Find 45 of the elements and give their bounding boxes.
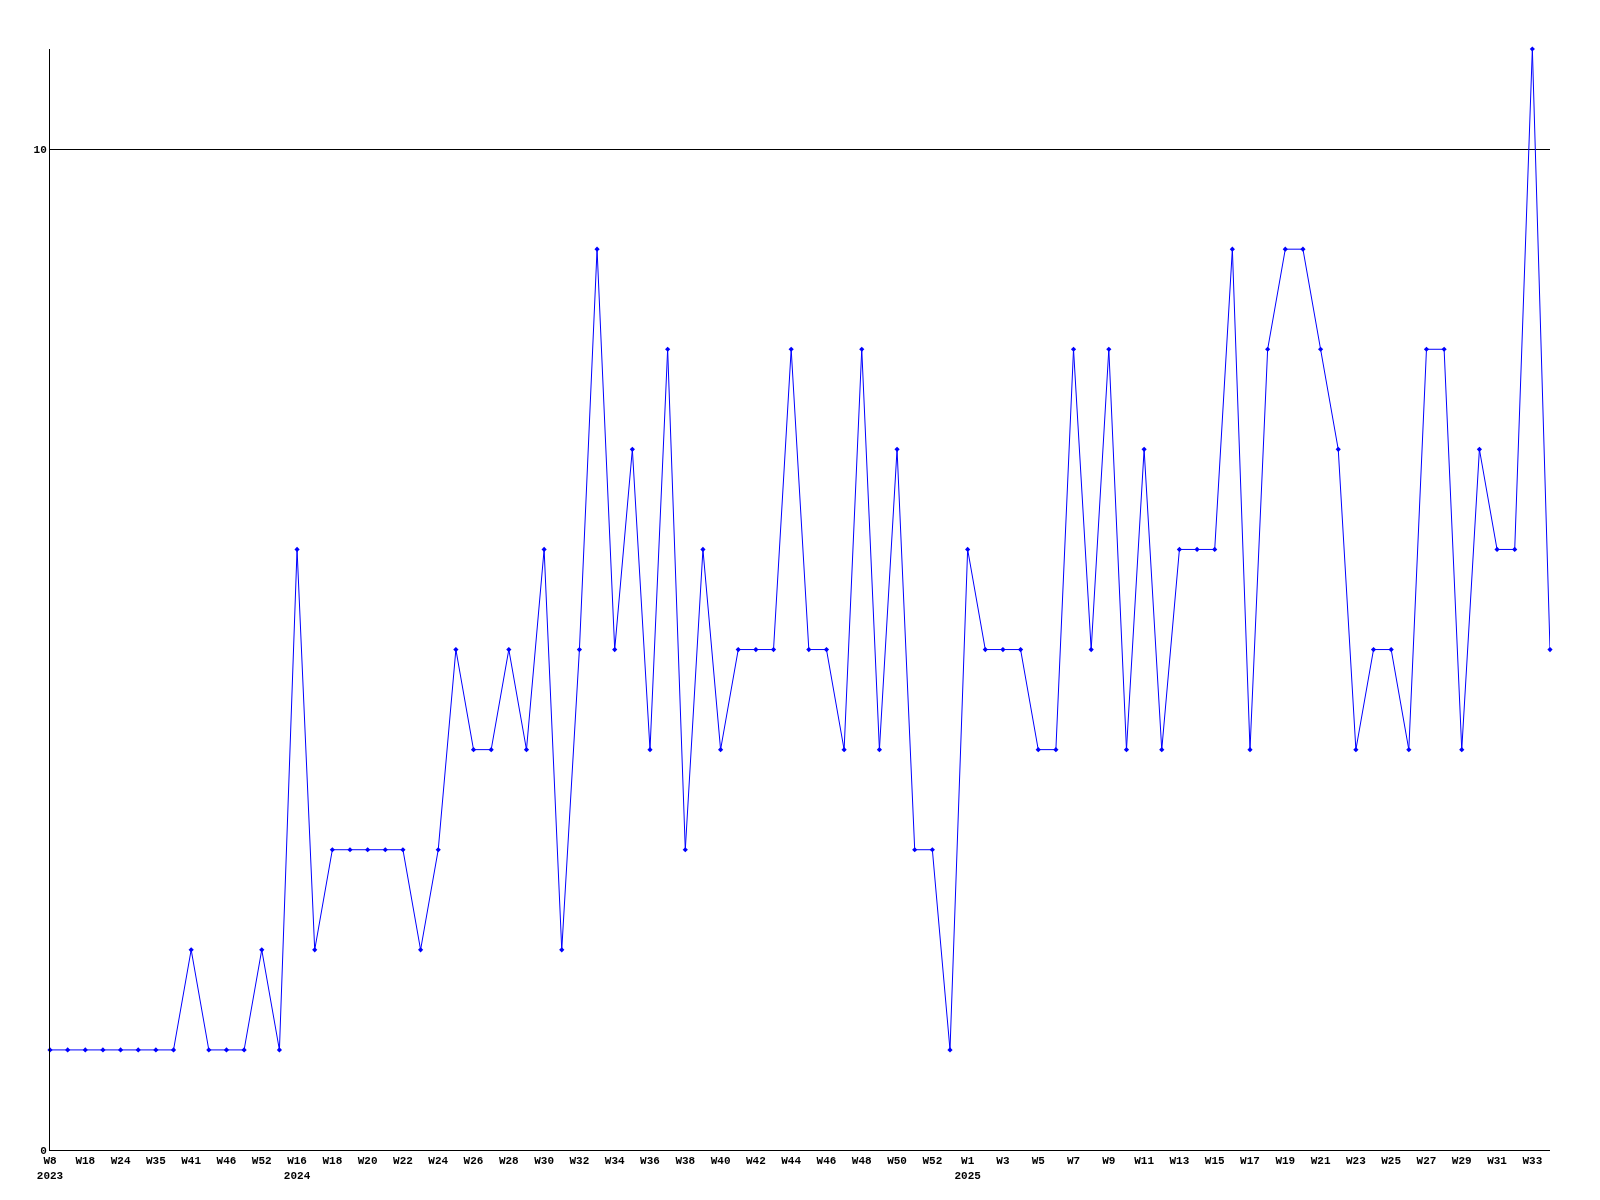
x-tick-label: W50	[887, 1155, 907, 1168]
x-tick-label: W25	[1381, 1155, 1402, 1168]
x-tick-label: W27	[1416, 1155, 1437, 1168]
x-tick-label: W46	[216, 1155, 237, 1168]
x-tick-label: W9	[1102, 1155, 1116, 1168]
x-tick-label: W30	[534, 1155, 555, 1168]
x-tick-label: W34	[604, 1155, 626, 1168]
x-tick-label: W40	[710, 1155, 731, 1168]
x-tick-label: W17	[1240, 1155, 1260, 1168]
x-tick-label: W20	[357, 1155, 378, 1168]
x-tick-label: W33	[1522, 1155, 1543, 1168]
x-tick-label: W48	[851, 1155, 873, 1168]
x-tick-label: W13	[1169, 1155, 1190, 1168]
x-tick-label: W32	[569, 1155, 590, 1168]
x-tick-label: W8 2023	[36, 1155, 64, 1182]
x-tick-label: W26	[463, 1155, 484, 1168]
x-tick-label: W24	[110, 1155, 131, 1168]
x-tick-label: W31	[1487, 1155, 1508, 1168]
x-tick-label: W29	[1451, 1155, 1472, 1168]
x-tick-label: W28	[498, 1155, 520, 1168]
x-tick-label: W15	[1204, 1155, 1226, 1168]
x-tick-label: W18	[75, 1155, 96, 1168]
x-tick-label: W38	[675, 1155, 696, 1168]
x-tick-label: W19	[1275, 1155, 1296, 1168]
x-tick-label: W22	[393, 1155, 413, 1168]
x-tick-label: W35	[145, 1155, 167, 1168]
x-tick-label: W1 2025	[954, 1155, 982, 1182]
x-tick-label: W3	[996, 1155, 1010, 1168]
x-tick-label: W24	[428, 1155, 449, 1168]
x-tick-label: W11	[1134, 1155, 1155, 1168]
x-tick-label: W46	[816, 1155, 837, 1168]
x-tick-label: W52	[922, 1155, 943, 1168]
x-tick-label: W5	[1031, 1155, 1046, 1168]
x-tick-label: W52	[251, 1155, 272, 1168]
y-tick-label: 10	[33, 143, 47, 156]
x-tick-label: W7	[1066, 1155, 1081, 1168]
x-tick-label: W16 2024	[283, 1155, 311, 1182]
x-tick-label: W23	[1345, 1155, 1367, 1168]
x-tick-label: W21	[1310, 1155, 1331, 1168]
x-tick-label: W36	[640, 1155, 660, 1168]
y-tick-label: 0	[40, 1144, 47, 1157]
x-tick-label: W42	[745, 1155, 766, 1168]
x-tick-label: W18	[322, 1155, 343, 1168]
x-tick-label: W41	[181, 1155, 202, 1168]
x-tick-label: W44	[781, 1155, 802, 1168]
